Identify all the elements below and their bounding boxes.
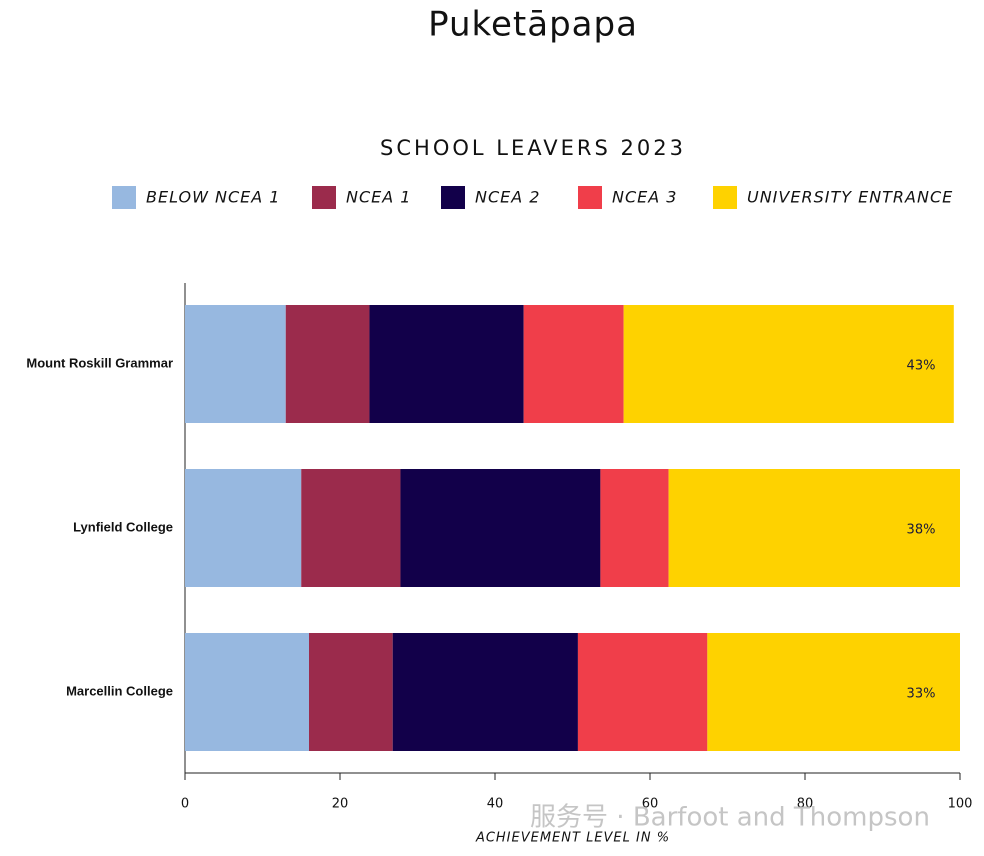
x-tick-label: 40 xyxy=(487,797,504,812)
legend-label: UNIVERSITY ENTRANCE xyxy=(747,188,953,207)
x-axis-label: ACHIEVEMENT LEVEL IN % xyxy=(475,831,670,846)
bar-segment xyxy=(707,633,960,751)
watermark: 服务号 · Barfoot and Thompson xyxy=(530,803,930,833)
x-tick-label: 80 xyxy=(797,797,814,812)
bar-segment xyxy=(301,469,401,587)
y-tick-label: Marcellin College xyxy=(66,683,173,698)
legend-label: BELOW NCEA 1 xyxy=(146,188,280,207)
bar-segment xyxy=(577,633,708,751)
chart-title: SCHOOL LEAVERS 2023 xyxy=(380,136,686,160)
bar-segment xyxy=(185,469,302,587)
legend-label: NCEA 1 xyxy=(346,188,411,207)
x-tick-label: 100 xyxy=(948,797,973,812)
legend-swatch xyxy=(578,186,602,209)
x-tick-label: 60 xyxy=(642,797,659,812)
value-label: 33% xyxy=(907,687,936,702)
bar-segment xyxy=(600,469,669,587)
y-tick-label: Lynfield College xyxy=(73,519,173,534)
legend-swatch xyxy=(312,186,336,209)
bar-segment xyxy=(523,305,624,423)
x-tick-label: 20 xyxy=(332,797,349,812)
x-tick-label: 0 xyxy=(181,797,189,812)
bar-segment xyxy=(400,469,601,587)
bar-segment xyxy=(392,633,578,751)
legend-label: NCEA 2 xyxy=(475,188,540,207)
bar-segment xyxy=(185,305,286,423)
bar-segment xyxy=(623,305,954,423)
bar-segment xyxy=(285,305,370,423)
legend-swatch xyxy=(112,186,136,209)
legend-swatch xyxy=(713,186,737,209)
bar-segment xyxy=(185,633,309,751)
page-title: Puketāpapa xyxy=(428,5,638,45)
bar-segment xyxy=(309,633,393,751)
legend-label: NCEA 3 xyxy=(612,188,677,207)
y-tick-label: Mount Roskill Grammar xyxy=(26,355,173,370)
value-label: 43% xyxy=(907,359,936,374)
bar-segment xyxy=(369,305,524,423)
legend-swatch xyxy=(441,186,465,209)
bar-segment xyxy=(668,469,960,587)
value-label: 38% xyxy=(907,523,936,538)
